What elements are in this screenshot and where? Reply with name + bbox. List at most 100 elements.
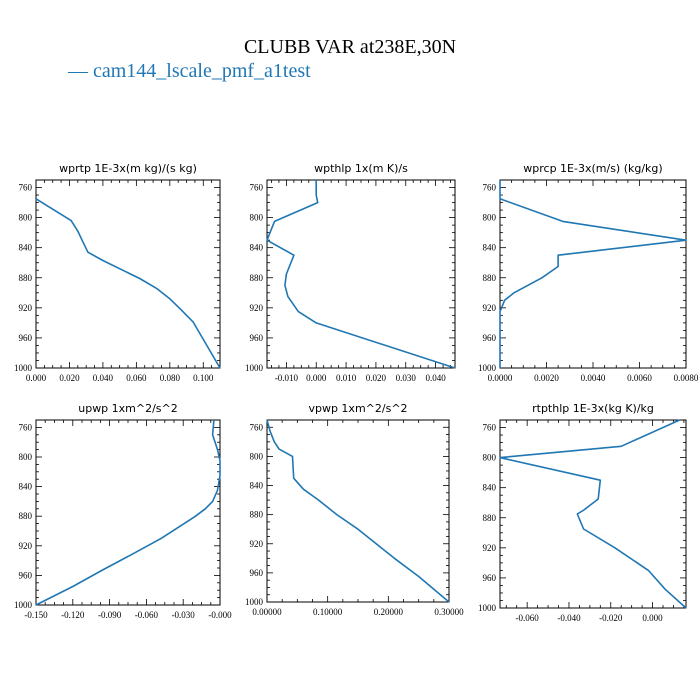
y-tick-label: 800 bbox=[250, 213, 264, 223]
page-title: CLUBB VAR at238E,30N bbox=[243, 36, 457, 58]
x-tick-label: 0.10000 bbox=[313, 607, 343, 617]
y-tick-label: 840 bbox=[483, 483, 497, 493]
panel-title: wpthlp 1x(m K)/s bbox=[314, 162, 408, 175]
x-tick-label: -0.120 bbox=[61, 610, 85, 620]
panel-title: upwp 1xm^2/s^2 bbox=[78, 402, 178, 415]
y-tick-label: 800 bbox=[483, 213, 497, 223]
y-tick-label: 920 bbox=[250, 303, 264, 313]
y-tick-label: 760 bbox=[250, 183, 264, 193]
y-tick-label: 840 bbox=[483, 243, 497, 253]
legend: — cam144_lscale_pmf_a1test bbox=[68, 60, 311, 83]
x-tick-label: 0.040 bbox=[425, 373, 446, 383]
y-tick-label: 960 bbox=[483, 573, 497, 583]
y-tick-label: 840 bbox=[19, 243, 33, 253]
x-tick-label: 0.0020 bbox=[534, 373, 559, 383]
series-line bbox=[266, 419, 450, 603]
panel-title: vpwp 1xm^2/s^2 bbox=[308, 402, 407, 415]
x-tick-label: 0.0000 bbox=[488, 373, 513, 383]
x-tick-label: 0.0060 bbox=[627, 373, 652, 383]
y-tick-label: 800 bbox=[483, 453, 497, 463]
x-tick-label: 0.020 bbox=[366, 373, 387, 383]
series-line bbox=[35, 198, 221, 369]
y-tick-label: 800 bbox=[19, 213, 33, 223]
x-tick-label: -0.060 bbox=[516, 613, 540, 623]
x-tick-label: -0.000 bbox=[208, 610, 232, 620]
y-tick-label: 1000 bbox=[14, 363, 33, 373]
x-tick-label: 0.000 bbox=[642, 613, 663, 623]
x-tick-label: -0.060 bbox=[135, 610, 159, 620]
x-tick-label: 0.00000 bbox=[252, 607, 282, 617]
y-tick-label: 840 bbox=[19, 482, 33, 492]
y-tick-label: 880 bbox=[250, 273, 264, 283]
y-tick-label: 1000 bbox=[478, 603, 497, 613]
y-tick-label: 760 bbox=[19, 422, 33, 432]
y-tick-label: 760 bbox=[250, 422, 264, 432]
series-line bbox=[35, 419, 221, 606]
y-tick-label: 1000 bbox=[245, 363, 264, 373]
panel-1: wprtp 1E-3x(m kg)/(s kg) 0.000 0.020 0.040 0… bbox=[14, 162, 221, 383]
y-tick-label: 960 bbox=[19, 570, 33, 580]
y-tick-label: 880 bbox=[19, 273, 33, 283]
y-tick-label: 880 bbox=[483, 273, 497, 283]
x-tick-label: -0.030 bbox=[172, 610, 196, 620]
y-tick-label: 1000 bbox=[478, 363, 497, 373]
x-tick-label: 0.0040 bbox=[581, 373, 606, 383]
y-tick-label: 840 bbox=[250, 481, 264, 491]
panel-6: rtpthlp 1E-3x(kg K)/kg -0.060 -0.040 -0.020… bbox=[478, 402, 687, 623]
plot-frame bbox=[266, 179, 456, 369]
panel-title: wprcp 1E-3x(m/s) (kg/kg) bbox=[523, 162, 662, 175]
panel-3: wprcp 1E-3x(m/s) (kg/kg) 0.0000 0.0020 0.00… bbox=[478, 162, 699, 383]
x-tick-label: 0.060 bbox=[126, 373, 147, 383]
y-tick-label: 920 bbox=[250, 539, 264, 549]
y-tick-label: 1000 bbox=[14, 600, 33, 610]
y-tick-label: 960 bbox=[250, 568, 264, 578]
y-tick-label: 920 bbox=[19, 541, 33, 551]
panel-2: wpthlp 1x(m K)/s -0.010 0.000 0.010 0.020 0.0… bbox=[245, 162, 456, 383]
series-line bbox=[499, 419, 687, 609]
y-tick-label: 880 bbox=[250, 510, 264, 520]
x-tick-label: 0.100 bbox=[193, 373, 214, 383]
y-tick-label: 1000 bbox=[245, 597, 264, 607]
y-tick-label: 760 bbox=[19, 183, 33, 193]
x-tick-label: 0.040 bbox=[93, 373, 114, 383]
plot-frame bbox=[499, 419, 687, 609]
x-tick-label: 0.30000 bbox=[434, 607, 464, 617]
y-tick-label: 920 bbox=[19, 303, 33, 313]
y-tick-label: 960 bbox=[483, 333, 497, 343]
x-tick-label: -0.020 bbox=[599, 613, 623, 623]
x-tick-label: -0.040 bbox=[557, 613, 581, 623]
x-tick-label: 0.20000 bbox=[374, 607, 404, 617]
x-tick-label: -0.150 bbox=[24, 610, 48, 620]
y-tick-label: 920 bbox=[483, 303, 497, 313]
panel-title: wprtp 1E-3x(m kg)/(s kg) bbox=[59, 162, 197, 175]
x-tick-label: -0.090 bbox=[98, 610, 122, 620]
plot-frame bbox=[35, 179, 221, 369]
y-tick-label: 800 bbox=[19, 452, 33, 462]
y-tick-label: 760 bbox=[483, 423, 497, 433]
panel-5: vpwp 1xm^2/s^2 0.00000 0.10000 0.20000 0.300… bbox=[245, 402, 464, 617]
legend-line-marker: — bbox=[68, 60, 93, 82]
series-line bbox=[499, 180, 687, 368]
x-tick-label: 0.030 bbox=[396, 373, 417, 383]
legend-label: cam144_lscale_pmf_a1test bbox=[93, 60, 311, 82]
x-tick-label: 0.020 bbox=[59, 373, 80, 383]
x-tick-label: -0.010 bbox=[275, 373, 299, 383]
y-tick-label: 960 bbox=[250, 333, 264, 343]
x-tick-label: 0.000 bbox=[26, 373, 47, 383]
series-line bbox=[266, 180, 456, 369]
x-tick-label: 0.080 bbox=[160, 373, 181, 383]
y-tick-label: 880 bbox=[483, 513, 497, 523]
y-tick-label: 920 bbox=[483, 543, 497, 553]
y-tick-label: 760 bbox=[483, 183, 497, 193]
x-tick-label: 0.010 bbox=[336, 373, 357, 383]
y-tick-label: 880 bbox=[19, 511, 33, 521]
panel-title: rtpthlp 1E-3x(kg K)/kg bbox=[532, 402, 654, 415]
plot-frame bbox=[266, 419, 450, 603]
y-tick-label: 840 bbox=[250, 243, 264, 253]
plot-frame bbox=[35, 419, 221, 606]
x-tick-label: 0.000 bbox=[306, 373, 327, 383]
y-tick-label: 960 bbox=[19, 333, 33, 343]
y-tick-label: 800 bbox=[250, 451, 264, 461]
x-tick-label: 0.0080 bbox=[674, 373, 699, 383]
